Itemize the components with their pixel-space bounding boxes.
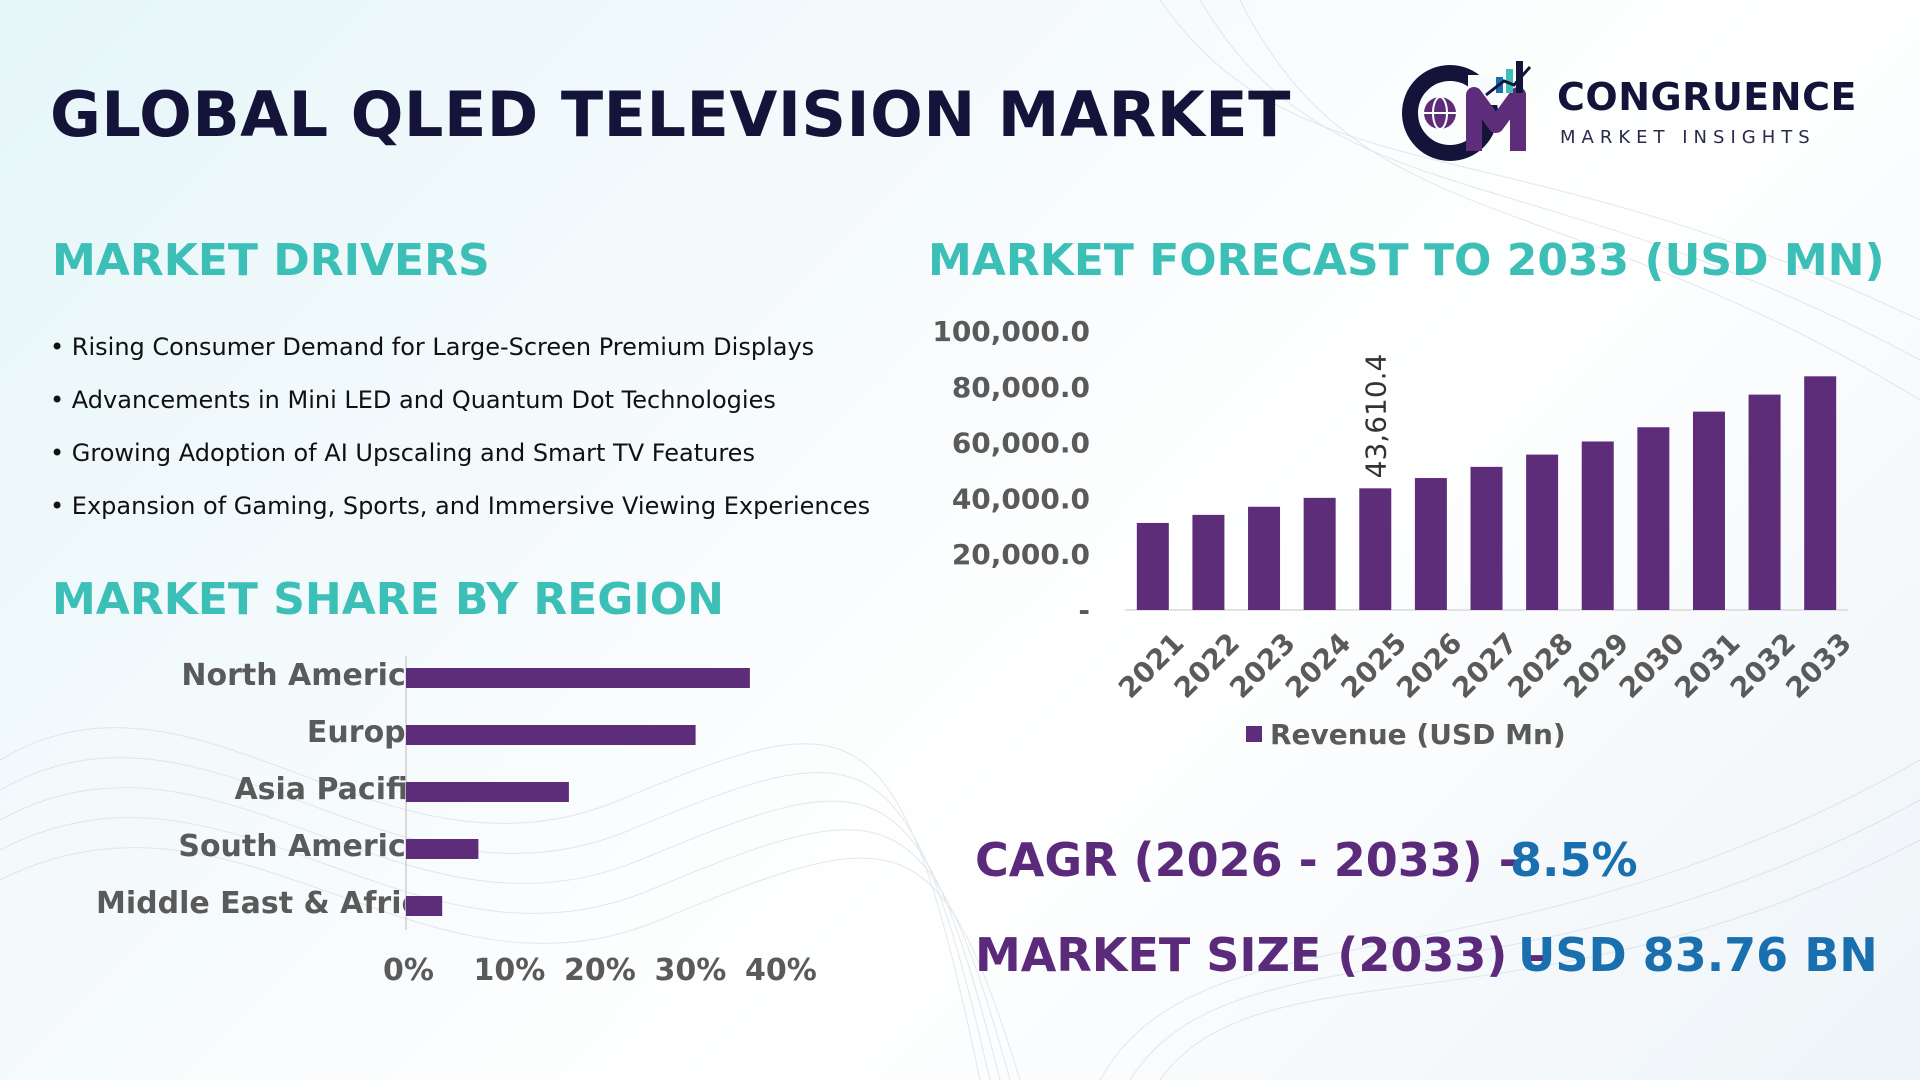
region-x-tick: 30% bbox=[654, 953, 727, 988]
region-bar bbox=[406, 782, 569, 802]
legend-label: Revenue (USD Mn) bbox=[1270, 718, 1566, 751]
forecast-bar bbox=[1414, 478, 1447, 610]
driver-item: Advancements in Mini LED and Quantum Dot… bbox=[50, 379, 930, 432]
cagr-value: 8.5% bbox=[1510, 833, 1638, 887]
forecast-x-tick: 2033 bbox=[1779, 626, 1857, 704]
forecast-bar bbox=[1248, 506, 1281, 610]
forecast-legend: Revenue (USD Mn) bbox=[1246, 718, 1566, 751]
forecast-bar bbox=[1359, 488, 1392, 610]
drivers-heading: MARKET DRIVERS bbox=[52, 235, 490, 286]
driver-item: Growing Adoption of AI Upscaling and Sma… bbox=[50, 432, 930, 485]
drivers-list: Rising Consumer Demand for Large-Screen … bbox=[50, 326, 930, 538]
region-x-tick: 20% bbox=[564, 953, 636, 988]
region-label: South America bbox=[178, 829, 426, 864]
forecast-bar bbox=[1637, 427, 1670, 610]
region-label: Middle East & Africa bbox=[96, 886, 440, 921]
region-bar bbox=[406, 896, 443, 916]
forecast-bar bbox=[1136, 522, 1169, 610]
forecast-bar bbox=[1526, 454, 1559, 610]
region-label: Asia Pacific bbox=[234, 772, 426, 807]
forecast-y-tick: 60,000.0 bbox=[952, 427, 1090, 460]
driver-item: Rising Consumer Demand for Large-Screen … bbox=[50, 326, 930, 379]
forecast-bar bbox=[1804, 376, 1837, 610]
region-bar bbox=[406, 668, 750, 688]
forecast-y-tick: 20,000.0 bbox=[952, 538, 1090, 571]
region-bar bbox=[406, 839, 479, 859]
forecast-y-tick: - bbox=[1078, 594, 1090, 627]
market-size-value: USD 83.76 BN bbox=[1518, 928, 1878, 982]
forecast-bar bbox=[1470, 466, 1503, 610]
region-x-tick: 0% bbox=[383, 953, 434, 988]
forecast-bar bbox=[1692, 411, 1725, 610]
forecast-y-tick: 40,000.0 bbox=[952, 482, 1090, 515]
company-logo: CONGRUENCE MARKET INSIGHTS bbox=[1400, 55, 1880, 165]
forecast-bar bbox=[1303, 497, 1336, 610]
driver-item: Expansion of Gaming, Sports, and Immersi… bbox=[50, 485, 930, 538]
region-label: North America bbox=[181, 658, 426, 693]
logo-name: CONGRUENCE bbox=[1557, 75, 1857, 119]
logo-tagline: MARKET INSIGHTS bbox=[1560, 127, 1816, 148]
forecast-heading: MARKET FORECAST TO 2033 (USD MN) bbox=[928, 235, 1885, 286]
forecast-y-tick: 100,000.0 bbox=[932, 315, 1090, 348]
forecast-bar bbox=[1748, 394, 1781, 610]
legend-swatch bbox=[1246, 726, 1262, 742]
forecast-bar bbox=[1192, 514, 1225, 610]
forecast-y-tick: 80,000.0 bbox=[952, 371, 1090, 404]
cagr-label: CAGR (2026 - 2033) - bbox=[975, 833, 1518, 887]
cm-globe-logo-icon bbox=[1402, 61, 1532, 161]
page-title: GLOBAL QLED TELEVISION MARKET bbox=[50, 78, 1291, 151]
market-size-label: MARKET SIZE (2033) – bbox=[975, 928, 1547, 982]
region-bar bbox=[406, 725, 696, 745]
region-x-tick: 40% bbox=[745, 953, 817, 988]
region-x-tick: 10% bbox=[473, 953, 546, 988]
forecast-bar bbox=[1581, 441, 1614, 610]
forecast-data-label: 43,610.4 bbox=[1359, 354, 1392, 479]
region-heading: MARKET SHARE BY REGION bbox=[52, 574, 724, 625]
